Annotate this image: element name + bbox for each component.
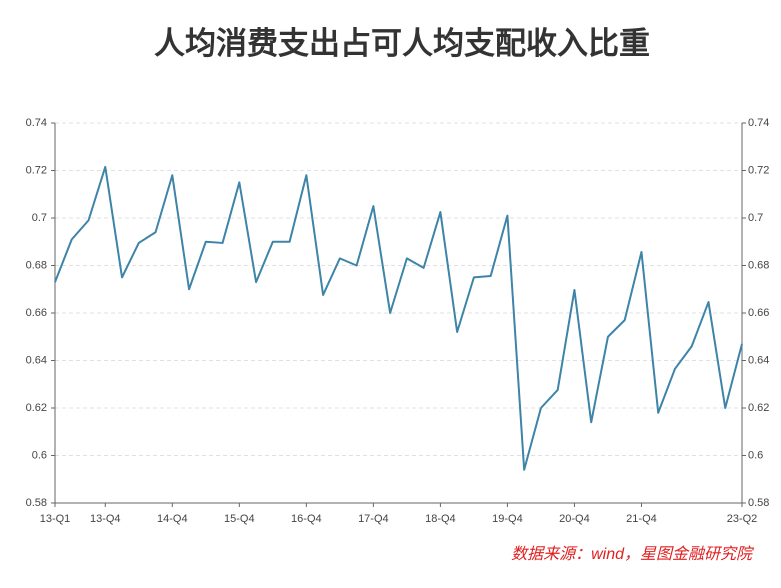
x-tick-label: 13-Q1 [40, 513, 71, 525]
y2-tick-label: 0.6 [748, 449, 763, 461]
y2-tick-label: 0.62 [748, 402, 769, 414]
chart-title: 人均消费支出占可人均支配收入比重 [154, 26, 650, 61]
x-tick-label: 13-Q4 [90, 513, 121, 525]
y2-tick-label: 0.74 [748, 117, 769, 129]
x-tick-label: 17-Q4 [358, 513, 389, 525]
x-tick-label: 21-Q4 [626, 513, 657, 525]
y2-tick-label: 0.58 [748, 497, 769, 509]
y-tick-label: 0.66 [26, 307, 47, 319]
x-tick-label: 19-Q4 [492, 513, 523, 525]
x-tick-label: 23-Q2 [727, 513, 758, 525]
x-tick-label: 15-Q4 [224, 513, 255, 525]
y2-tick-label: 0.68 [748, 259, 769, 271]
x-tick-label: 14-Q4 [157, 513, 188, 525]
y2-tick-label: 0.7 [748, 212, 763, 224]
y2-tick-label: 0.66 [748, 307, 769, 319]
y-tick-label: 0.6 [32, 449, 47, 461]
y-tick-label: 0.62 [26, 402, 47, 414]
x-tick-label: 20-Q4 [559, 513, 590, 525]
source-note: 数据来源：wind，星图金融研究院 [511, 545, 755, 563]
y-tick-label: 0.58 [26, 497, 47, 509]
y-tick-label: 0.68 [26, 259, 47, 271]
y-tick-label: 0.74 [26, 117, 47, 129]
data-line [54, 165, 743, 471]
x-tick-label: 18-Q4 [425, 513, 456, 525]
y2-tick-label: 0.64 [748, 354, 769, 366]
y-tick-label: 0.64 [26, 354, 47, 366]
y-tick-label: 0.7 [32, 212, 47, 224]
y-tick-label: 0.72 [26, 164, 47, 176]
x-tick-label: 16-Q4 [291, 513, 322, 525]
y2-tick-label: 0.72 [748, 164, 769, 176]
